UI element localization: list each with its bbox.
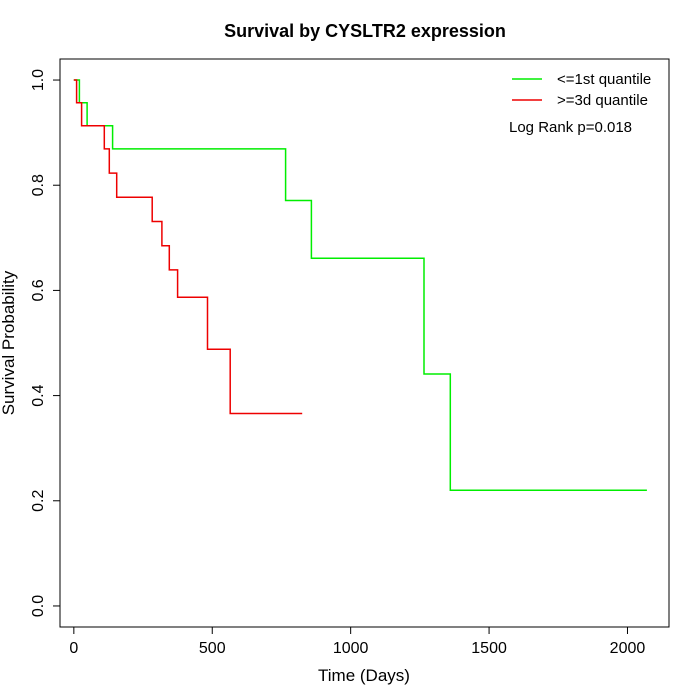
y-axis-label: Survival Probability	[0, 270, 18, 415]
legend: <=1st quantile >=3d quantile	[512, 71, 651, 109]
series-line-low-quantile	[73, 79, 647, 492]
series-layer	[73, 79, 647, 492]
plot-frame	[59, 58, 670, 628]
x-tick-label: 0	[69, 640, 78, 657]
y-tick-label: 0.8	[30, 174, 47, 196]
y-tick-label: 0.0	[30, 595, 47, 617]
y-tick-label: 0.4	[30, 384, 47, 406]
x-axis: 0 500 1000 1500 2000	[69, 627, 645, 657]
x-tick-label: 500	[199, 640, 226, 657]
y-tick-label: 1.0	[30, 69, 47, 91]
x-axis-label: Time (Days)	[318, 666, 410, 685]
y-axis: 0.0 0.2 0.4 0.6 0.8 1.0	[30, 69, 60, 617]
legend-label: <=1st quantile	[557, 71, 651, 88]
log-rank-annotation: Log Rank p=0.018	[509, 119, 632, 136]
x-tick-label: 1500	[471, 640, 507, 657]
x-tick-label: 2000	[610, 640, 646, 657]
series-line-high-quantile	[73, 79, 303, 415]
x-tick-label: 1000	[333, 640, 369, 657]
y-tick-label: 0.2	[30, 490, 47, 512]
legend-label: >=3d quantile	[557, 92, 648, 109]
y-tick-label: 0.6	[30, 279, 47, 301]
chart-title: Survival by CYSLTR2 expression	[224, 21, 506, 41]
